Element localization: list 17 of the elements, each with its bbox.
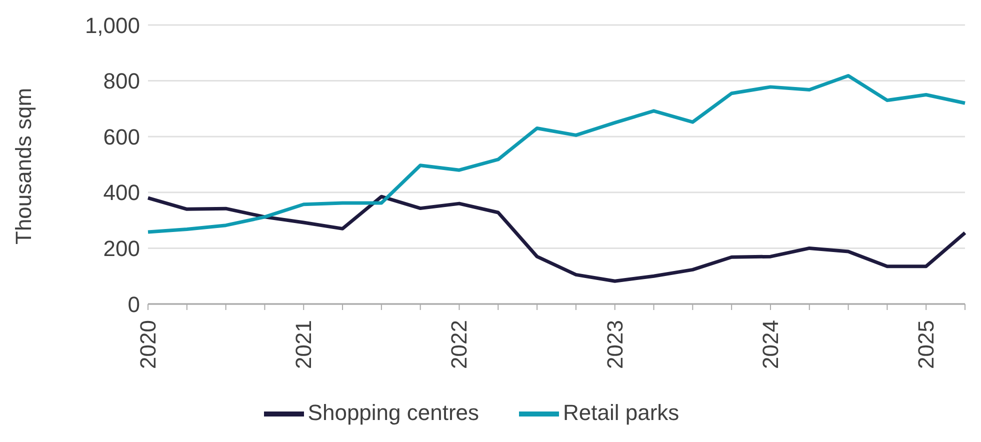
y-tick-label: 200 bbox=[103, 236, 140, 262]
x-tick-label: 2025 bbox=[914, 320, 939, 369]
x-tick-label: 2024 bbox=[758, 320, 783, 369]
y-tick-label: 800 bbox=[103, 68, 140, 94]
y-tick-label: 400 bbox=[103, 180, 140, 206]
x-tick-label: 2023 bbox=[602, 320, 628, 369]
x-tick-label: 2021 bbox=[291, 320, 316, 369]
x-tick-label: 2020 bbox=[136, 320, 160, 369]
legend-label: Shopping centres bbox=[308, 400, 480, 425]
y-tick-label: 0 bbox=[128, 292, 140, 317]
legend-label: Retail parks bbox=[563, 400, 680, 425]
y-tick-label: 600 bbox=[103, 124, 140, 150]
line-series bbox=[146, 194, 967, 283]
x-tick-label: 2022 bbox=[446, 320, 472, 369]
line-series bbox=[146, 74, 967, 234]
y-tick-label: 1,000 bbox=[84, 12, 140, 38]
y-axis-title: Thousands sqm bbox=[10, 88, 36, 244]
